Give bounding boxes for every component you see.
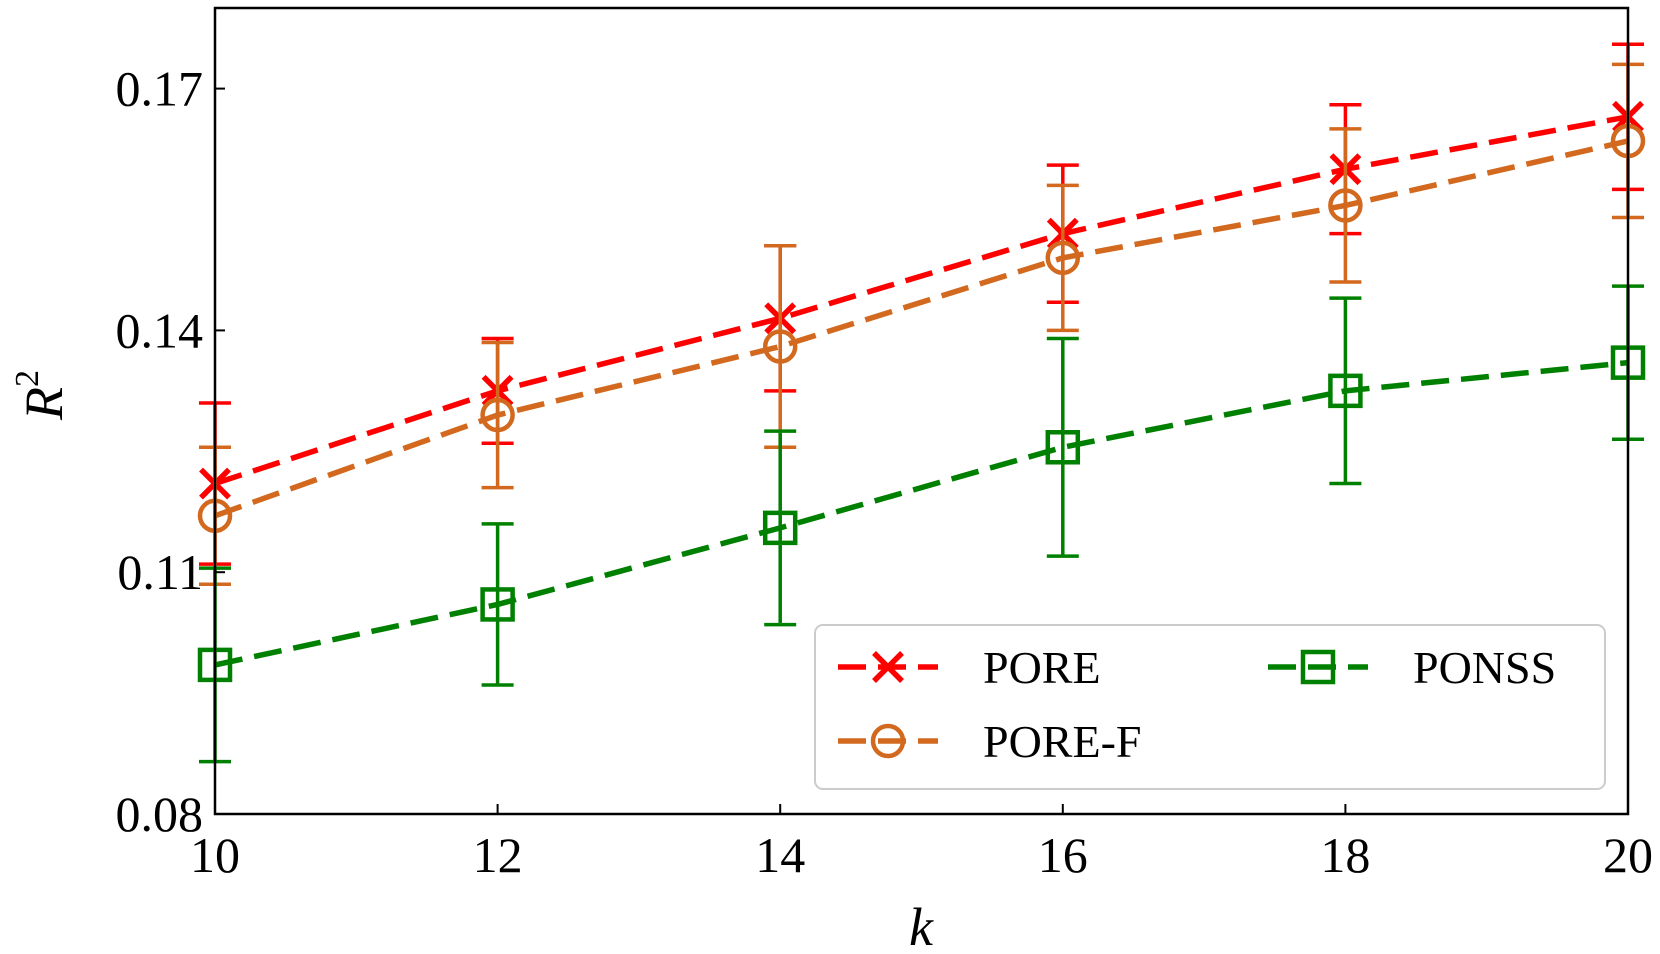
x-tick-label: 12: [473, 827, 523, 883]
legend-box: [814, 624, 1606, 790]
y-tick-label: 0.14: [116, 302, 204, 358]
x-axis-label: k: [909, 897, 934, 954]
x-tick-label: 14: [755, 827, 805, 883]
svg-text:R2: R2: [9, 370, 74, 421]
legend-label: PONSS: [1413, 642, 1556, 693]
circle-marker: [1045, 240, 1081, 276]
y-tick-label: 0.08: [116, 786, 204, 842]
x-tick-label: 18: [1320, 827, 1370, 883]
y-axis: 0.08 0.11 0.14 0.17: [116, 61, 225, 842]
error-bar: [1046, 336, 1079, 558]
x-tick-label: 10: [190, 827, 240, 883]
square-marker: [1328, 373, 1363, 409]
circle-marker: [1328, 188, 1363, 223]
square-marker: [1045, 430, 1081, 465]
circle-marker: [870, 723, 906, 759]
series-line: [214, 359, 1629, 668]
x-tick-label: 16: [1038, 827, 1088, 883]
plot-frame: [213, 6, 1630, 816]
x-axis: 10 12 14 16 18 20: [190, 804, 1653, 883]
legend-entry-pore: PORE: [838, 642, 1101, 693]
legend-entry-pore-f: PORE-F: [838, 716, 1141, 767]
legend-label: PORE: [983, 642, 1101, 693]
y-axis-label: R: [14, 387, 74, 421]
circle-marker: [762, 329, 798, 364]
square-marker: [480, 587, 515, 622]
legend: PORE PORE-F PONSS: [814, 624, 1606, 790]
series-pore-f: [197, 62, 1646, 587]
y-axis-label-superscript: 2: [9, 370, 46, 387]
y-axis-label-group: R2: [9, 370, 74, 421]
series-line: [214, 138, 1629, 519]
y-tick-label: 0.17: [116, 61, 204, 117]
legend-label: PORE-F: [983, 716, 1141, 767]
square-marker: [1300, 649, 1336, 685]
y-tick-label: 0.11: [117, 544, 203, 600]
series-line: [214, 114, 1629, 487]
x-marker: [872, 651, 904, 683]
square-marker: [762, 510, 798, 546]
circle-marker: [480, 397, 515, 433]
legend-entry-ponss: PONSS: [1268, 642, 1556, 693]
x-tick-label: 20: [1603, 827, 1653, 883]
